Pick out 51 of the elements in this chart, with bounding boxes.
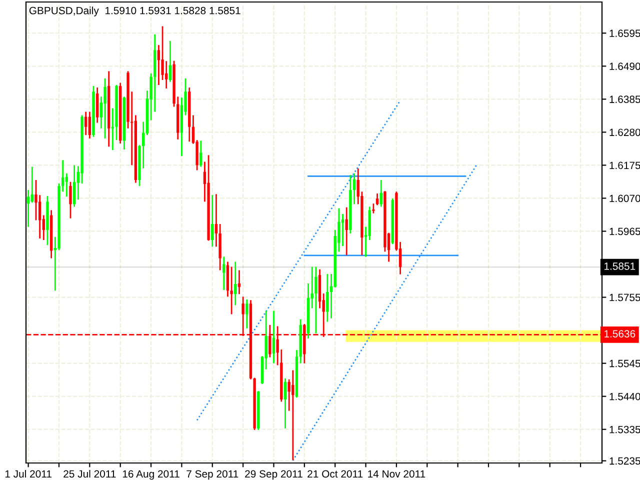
candlestick: [292, 370, 294, 461]
candlestick: [246, 298, 248, 330]
ref-line-label: 1.5851: [604, 262, 636, 270]
candlestick: [314, 266, 318, 334]
y-tick-label: 1.5545: [610, 360, 640, 368]
y-tick-label: 1.5335: [610, 426, 640, 434]
candlestick: [88, 111, 91, 140]
candlestick: [341, 213, 344, 247]
candlestick: [26, 189, 30, 228]
x-tick-label: 25 Jul 2011: [64, 470, 116, 478]
y-tick-label: 1.5965: [610, 228, 640, 236]
y-tick-label: 1.6175: [610, 162, 640, 170]
chart-title: GBPUSD,Daily 1.5910 1.5931 1.5828 1.5851: [29, 6, 240, 16]
x-tick-label: 14 Nov 2011: [368, 470, 426, 478]
y-tick-label: 1.5235: [610, 457, 640, 465]
candlestick: [72, 164, 76, 208]
y-tick-label: 1.5440: [610, 392, 640, 400]
candlestick: [326, 273, 329, 322]
candlestick: [284, 378, 287, 430]
candlestick: [372, 202, 375, 214]
y-tick-label: 1.6595: [610, 30, 640, 38]
candlestick: [38, 194, 42, 240]
y-tick-label: 1.6070: [610, 194, 640, 202]
x-tick-label: 16 Aug 2011: [122, 470, 180, 480]
x-tick-label: 21 Oct 2011: [308, 470, 363, 478]
candlestick: [96, 86, 99, 124]
candlestick: [168, 40, 172, 83]
x-tick-label: 1 Jul 2011: [5, 470, 52, 478]
candlestick: [104, 78, 106, 140]
candlestick: [272, 310, 276, 364]
y-tick-label: 1.6280: [610, 128, 640, 136]
candlestick: [222, 256, 226, 291]
candlestick: [376, 192, 379, 206]
x-tick-label: 7 Sep 2011: [186, 470, 238, 480]
candlestick: [211, 194, 214, 248]
candlestick: [165, 60, 168, 90]
y-tick-label: 1.5755: [610, 294, 640, 302]
ref-line-label: 1.5636: [604, 330, 636, 338]
candlestick: [234, 261, 237, 306]
candlestick: [69, 181, 72, 220]
candlestick: [65, 172, 68, 198]
candlestick: [238, 270, 241, 295]
y-tick-label: 1.6385: [610, 96, 640, 104]
y-tick-label: 1.6490: [610, 62, 640, 70]
x-tick-label: 29 Sep 2011: [245, 470, 302, 480]
candlestick: [84, 111, 88, 136]
candlestick: [345, 206, 348, 256]
candlestick: [200, 140, 202, 168]
candlestick: [380, 179, 382, 208]
candlestick: [30, 166, 34, 204]
candlestick: [157, 44, 160, 86]
